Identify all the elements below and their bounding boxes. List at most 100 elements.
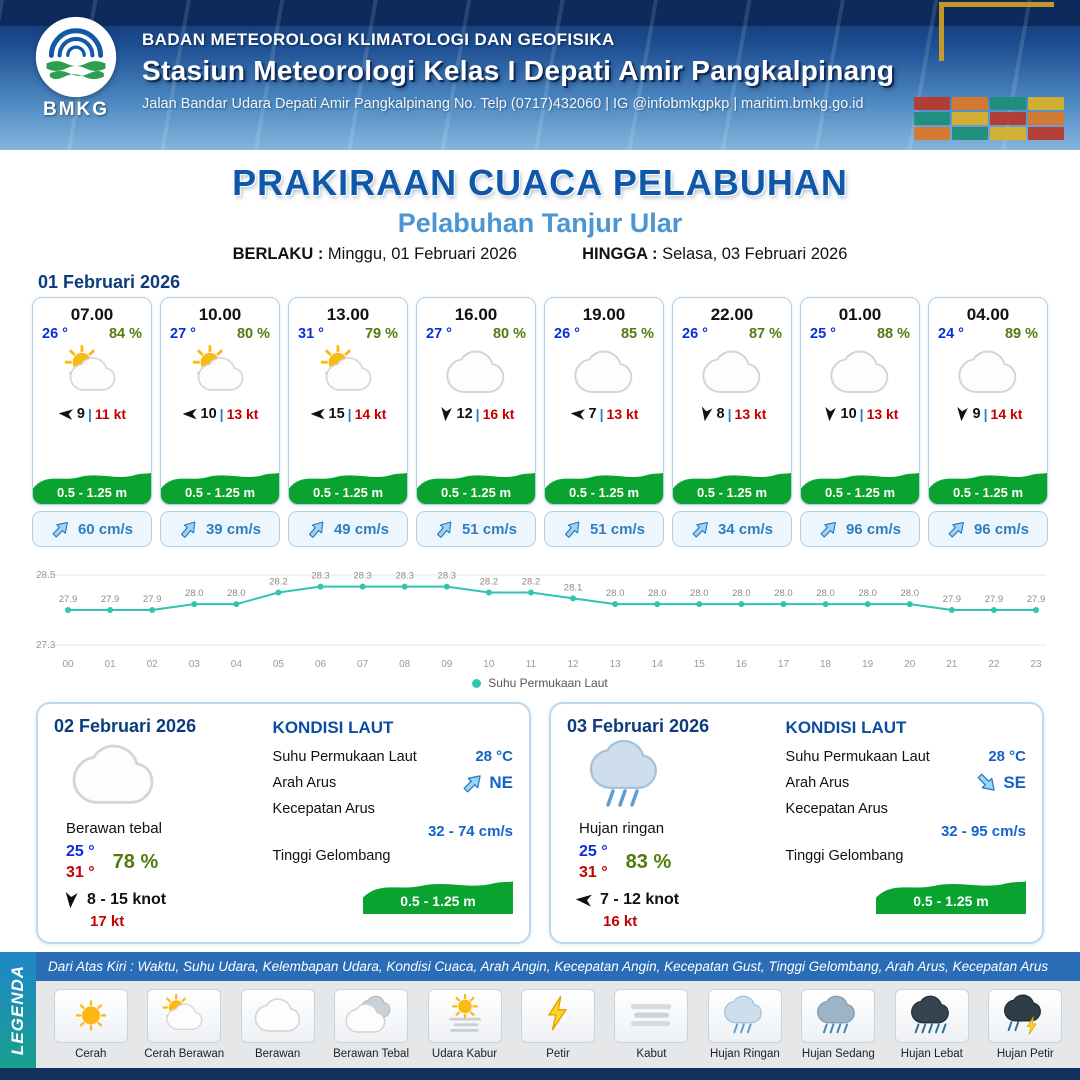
footer-strip <box>0 1068 1080 1080</box>
sea-condition-panel: KONDISI LAUT Suhu Permukaan Laut 28 °C Ar… <box>273 716 513 930</box>
svg-text:27.9: 27.9 <box>101 594 120 605</box>
svg-text:28.1: 28.1 <box>564 582 583 593</box>
container-illustration <box>914 97 1066 140</box>
wave-height-badge: 0.5 - 1.25 m <box>673 464 791 504</box>
sst-value: 28 °C <box>475 748 513 765</box>
chart-legend: Suhu Permukaan Laut <box>34 674 1046 692</box>
wave-height-badge: 0.5 - 1.25 m <box>801 464 919 504</box>
temperature-value: 26 ° <box>42 326 68 342</box>
gust-value: 13 kt <box>866 406 899 422</box>
svg-text:28.0: 28.0 <box>900 588 919 599</box>
svg-text:08: 08 <box>399 659 411 669</box>
wind-direction-icon <box>58 409 74 420</box>
time-label: 13.00 <box>326 305 370 324</box>
svg-text:16: 16 <box>736 659 748 669</box>
wind-speed-value: 9 <box>972 406 981 422</box>
wind-direction-icon <box>570 409 585 420</box>
current-speed-value: 51 cm/s <box>461 520 518 538</box>
current-direction-label: Arah Arus <box>785 775 850 791</box>
svg-text:28.0: 28.0 <box>185 588 204 599</box>
wind-direction-icon <box>440 406 452 422</box>
gust-value: 16 kt <box>603 913 638 930</box>
wind-direction-icon <box>575 894 592 907</box>
legend-item-label: Cerah Berawan <box>144 1048 225 1060</box>
current-speed-value: 34 cm/s <box>717 520 774 538</box>
wave-height-badge: 0.5 - 1.25 m <box>363 872 513 914</box>
udara-kabur-icon <box>427 989 502 1043</box>
svg-text:04: 04 <box>231 659 243 669</box>
current-direction-icon <box>977 773 996 791</box>
current-direction-icon <box>52 522 68 538</box>
current-direction-icon <box>564 521 580 538</box>
svg-text:00: 00 <box>62 659 74 669</box>
wave-shape-icon <box>545 472 663 504</box>
temperature-value: 24 ° <box>938 326 964 342</box>
wind-direction-icon <box>824 406 836 422</box>
time-label: 16.00 <box>454 305 498 324</box>
svg-text:28.0: 28.0 <box>690 588 709 599</box>
separator: | <box>599 406 604 422</box>
svg-text:06: 06 <box>315 659 327 669</box>
current-row: 96 cm/s <box>800 511 920 547</box>
svg-text:07: 07 <box>357 659 369 669</box>
legend-item: Hujan Petir <box>979 989 1072 1060</box>
current-direction-icon <box>308 521 324 538</box>
sst-label: Suhu Permukaan Laut <box>785 748 930 765</box>
sst-chart-container: 28.5 27.3 27.9 00 27.9 01 27.9 02 28.0 03 28.0 04 28… <box>34 557 1046 692</box>
time-label: 10.00 <box>198 305 242 324</box>
time-label: 07.00 <box>70 305 114 324</box>
svg-text:14: 14 <box>652 659 664 669</box>
hujan-sedang-icon <box>801 989 876 1043</box>
wind-row: 10 | 13 kt <box>822 406 899 422</box>
wave-shape-icon <box>929 472 1047 504</box>
temperature-value: 27 ° <box>170 326 196 342</box>
hourly-card: 04.00 24 ° 89 % 9 | 14 kt 0.5 - 1.25 m <box>928 297 1048 505</box>
hingga-value: Selasa, 03 Februari 2026 <box>662 245 848 263</box>
org-name: BADAN METEOROLOGI KLIMATOLOGI DAN GEOFIS… <box>142 30 615 49</box>
wave-height-value: 0.5 - 1.25 m <box>913 893 989 909</box>
wind-range-value: 7 - 12 knot <box>600 891 680 908</box>
legend-item: Berawan Tebal <box>324 989 417 1060</box>
wave-height-badge: 0.5 - 1.25 m <box>161 464 279 504</box>
svg-text:11: 11 <box>526 659 537 669</box>
current-speed-label: Kecepatan Arus <box>785 801 888 817</box>
wind-range-value: 8 - 15 knot <box>87 891 167 908</box>
wave-shape-icon <box>673 472 791 504</box>
current-direction-icon <box>463 775 482 793</box>
current-speed-value: 51 cm/s <box>589 520 646 538</box>
current-direction-icon <box>436 521 452 538</box>
weather-icon <box>310 343 386 403</box>
current-row: 96 cm/s <box>928 511 1048 547</box>
temp-humidity-row: 27 ° 80 % <box>417 325 535 343</box>
sea-condition-title: KONDISI LAUT <box>272 718 394 737</box>
legend-item-label: Petir <box>546 1048 570 1060</box>
wave-shape-icon <box>801 472 919 504</box>
bmkg-logo-label: BMKG <box>42 99 110 120</box>
wave-height-label: Tinggi Gelombang <box>785 848 904 864</box>
svg-text:27.9: 27.9 <box>59 594 78 605</box>
humidity-value: 85 % <box>620 326 654 342</box>
separator: | <box>88 406 92 422</box>
humidity-value: 78 % <box>112 851 159 873</box>
sea-condition-title: KONDISI LAUT <box>785 718 907 737</box>
current-speed-value: 39 cm/s <box>205 520 262 538</box>
time-label: 22.00 <box>710 305 754 324</box>
legend-item-label: Kabut <box>636 1048 667 1060</box>
wave-height-badge: 0.5 - 1.25 m <box>289 464 407 504</box>
humidity-value: 84 % <box>108 326 142 342</box>
legend-item-label: Cerah <box>75 1048 107 1060</box>
header-banner: BMKG BADAN METEOROLOGI KLIMATOLOGI DAN G… <box>0 0 1080 150</box>
hujan-lebat-icon <box>894 989 969 1043</box>
weather-icon <box>822 343 898 403</box>
legend-item-label: Hujan Petir <box>996 1048 1054 1060</box>
bmkg-logo-icon <box>35 16 117 98</box>
legend-item-label: Udara Kabur <box>431 1048 498 1060</box>
legend-item-label: Hujan Ringan <box>710 1048 780 1060</box>
gust-value: 14 kt <box>354 406 387 422</box>
hourly-card: 10.00 27 ° 80 % 10 | 13 kt 0.5 - 1.25 m <box>160 297 280 505</box>
legend-item: Petir <box>511 989 604 1060</box>
daily-forecast-card: 02 Februari 2026 Berawan tebal 25 ° 31 °… <box>36 702 531 944</box>
svg-text:02: 02 <box>147 659 159 669</box>
legend-item-label: Berawan <box>254 1048 301 1060</box>
temp-humidity-row: 26 ° 84 % <box>33 325 151 343</box>
